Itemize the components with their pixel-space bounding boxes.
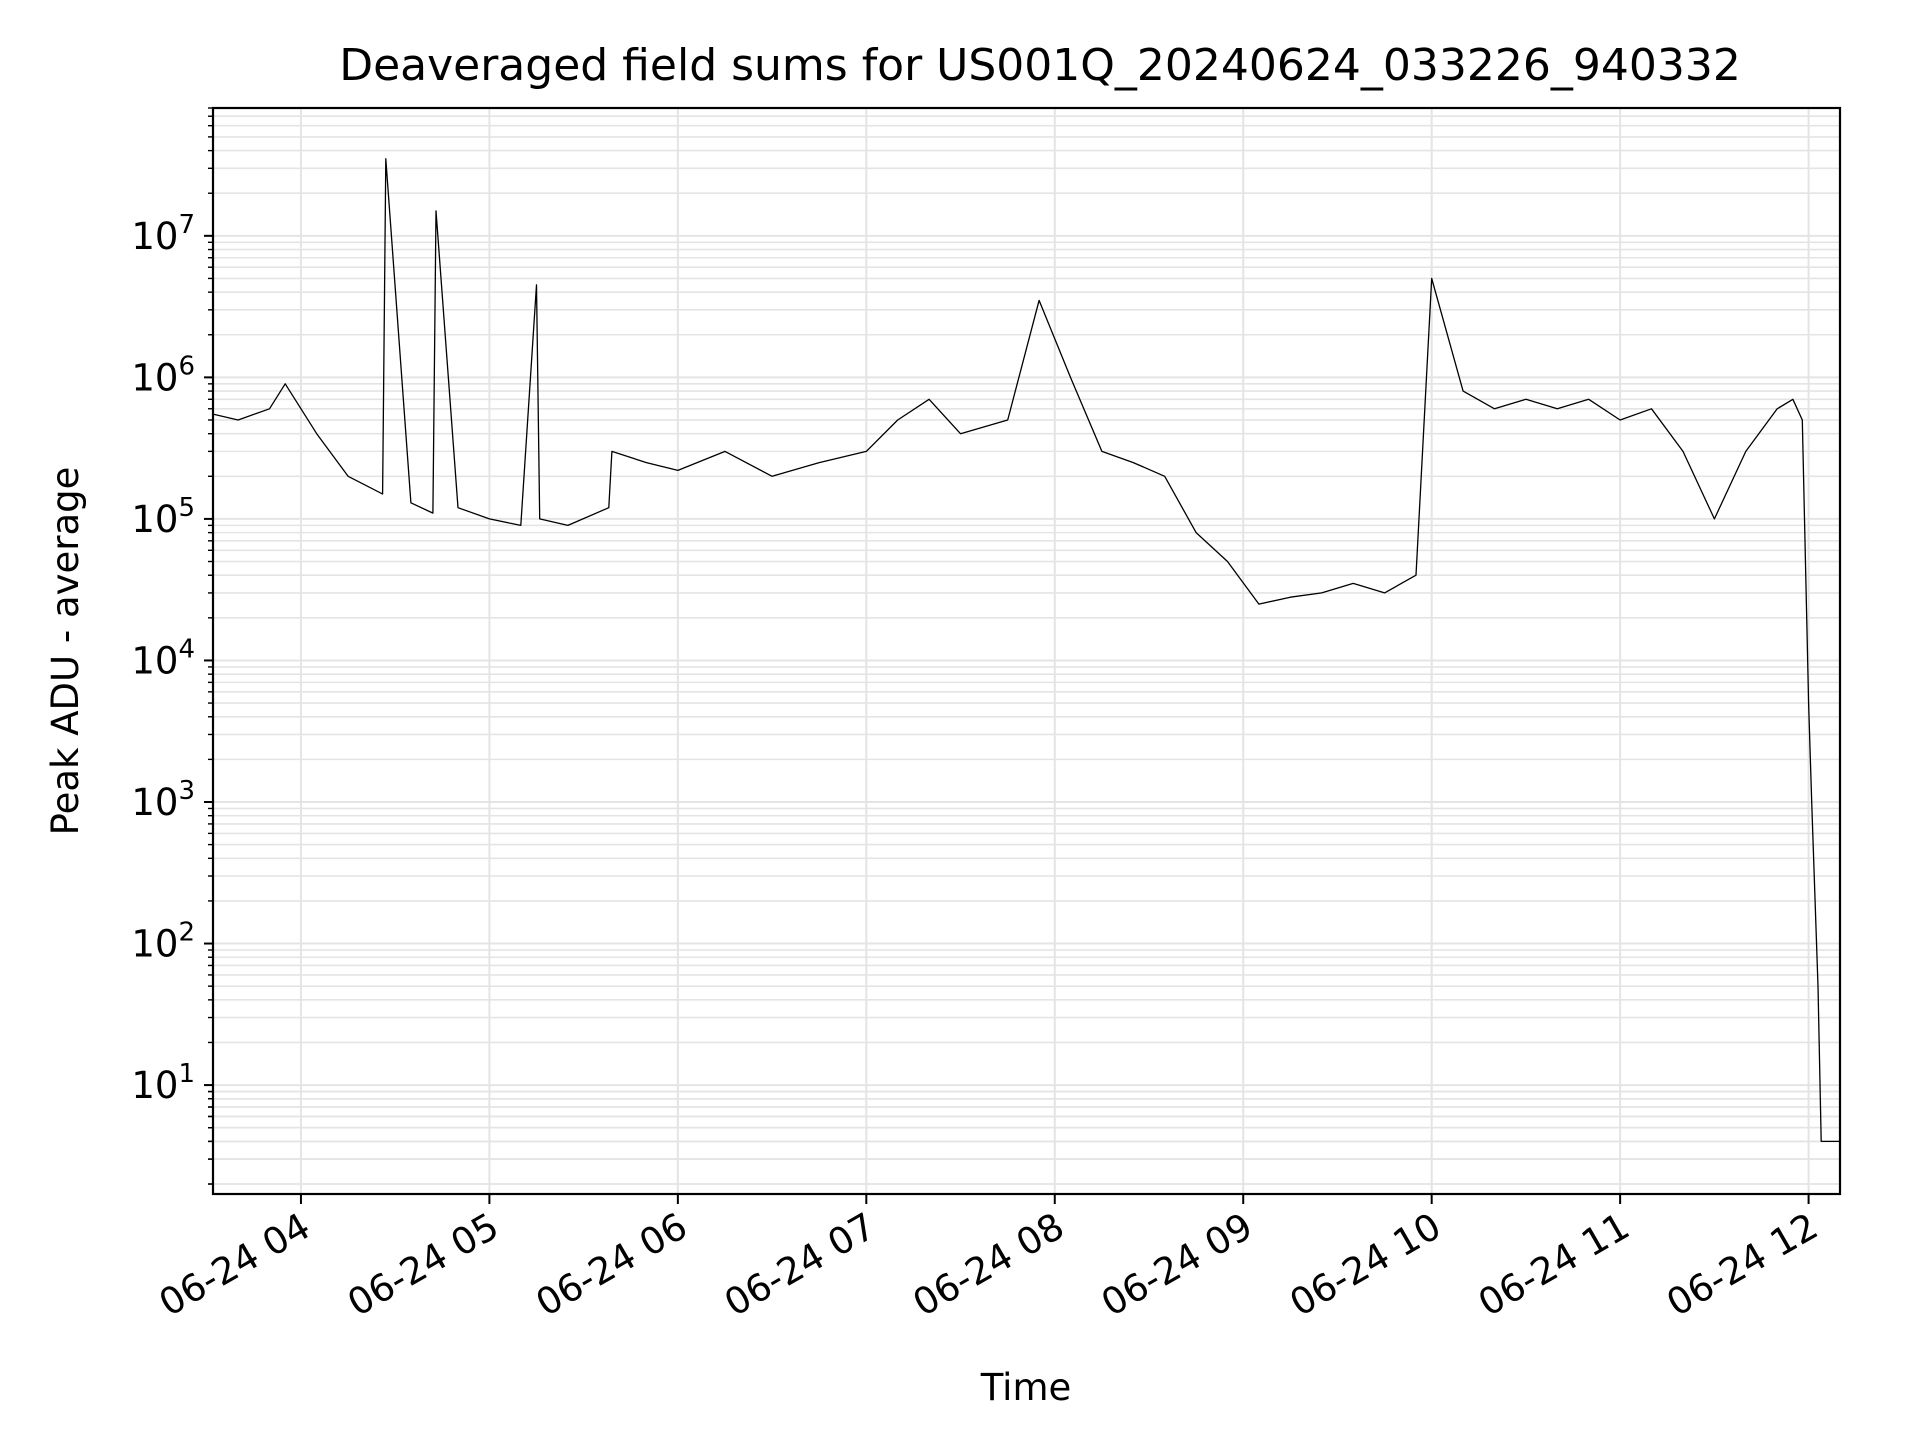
y-tick-label: 103 xyxy=(131,776,195,824)
y-tick-label: 106 xyxy=(131,351,195,399)
plot-background xyxy=(213,108,1840,1194)
series-line xyxy=(212,158,1840,1143)
y-tick-label: 107 xyxy=(131,210,195,258)
minor-grid xyxy=(213,107,1840,1185)
x-axis-label: Time xyxy=(980,1366,1072,1409)
y-axis-label: Peak ADU - average xyxy=(44,467,87,836)
y-tick-label: 101 xyxy=(131,1059,195,1107)
plot-area xyxy=(211,106,1842,1196)
y-tick-label: 105 xyxy=(131,493,195,541)
plot-frame xyxy=(211,106,1842,1196)
y-tick-label: 102 xyxy=(131,918,195,966)
major-grid xyxy=(213,108,1840,1194)
y-axis: 101 102 103 104 105 106 107 xyxy=(131,107,213,1185)
y-tick-label: 104 xyxy=(131,634,195,682)
chart-title: Deaveraged field sums for US001Q_2024062… xyxy=(339,40,1741,91)
